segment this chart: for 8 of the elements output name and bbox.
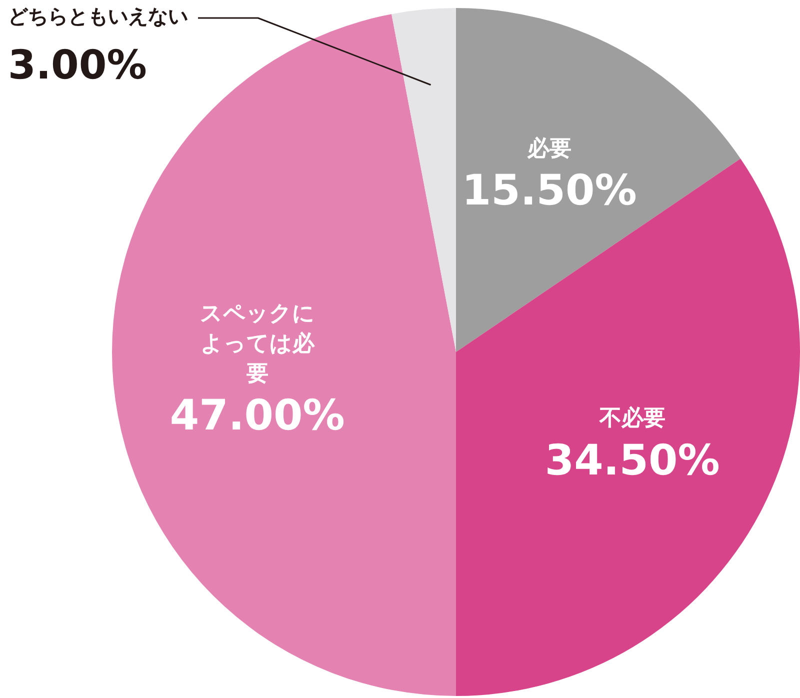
slice-label: どちらともいえない: [8, 4, 188, 28]
data-label: 47.00%: [170, 390, 345, 440]
data-label: 3.00%: [8, 42, 147, 88]
slice-label: スペックによっては必要: [200, 301, 316, 386]
slice-label: 不必要: [598, 406, 666, 432]
data-label: 15.50%: [462, 166, 637, 215]
data-label: 34.50%: [544, 435, 720, 484]
slice-label: 必要: [526, 136, 572, 162]
